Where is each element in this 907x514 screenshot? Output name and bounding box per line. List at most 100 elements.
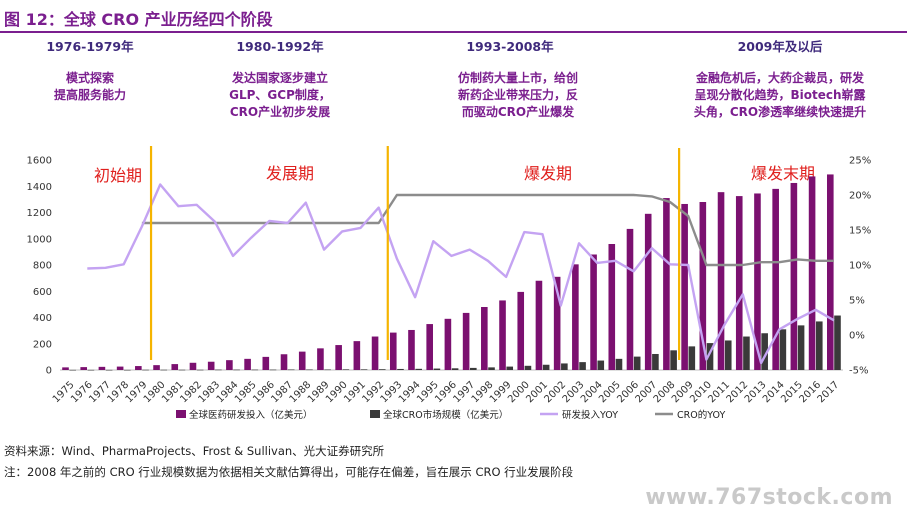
left-axis-tick-label: 400 — [33, 313, 52, 324]
rd-investment-bar — [262, 356, 270, 370]
title-underline — [0, 31, 907, 33]
rd-investment-bar — [808, 176, 816, 370]
rd-investment-bar — [135, 366, 142, 370]
rd-investment-bar — [153, 365, 160, 370]
phase-4-desc-line-2: 呈现分散化趋势，Biotech崭露 — [694, 87, 866, 102]
phase-2-desc-line-2: GLP、GCP制度， — [229, 87, 331, 102]
cro-market-bar — [524, 365, 532, 370]
rd-investment-bar — [116, 366, 124, 370]
right-axis-tick-label: 10% — [849, 261, 871, 272]
rd-investment-bar — [772, 188, 779, 370]
cro-market-bar — [378, 369, 386, 370]
rd-investment-bar — [353, 341, 361, 370]
rd-investment-bar — [62, 367, 69, 370]
cro-market-bar — [451, 368, 459, 370]
right-axis-tick-label: 0% — [849, 331, 865, 342]
phase-3-years: 1993-2008年 — [466, 39, 554, 54]
footnote: 注：2008 年之前的 CRO 行业规模数据为依据相关文献估算得出，可能存在偏差… — [4, 465, 574, 479]
cro-market-bar — [561, 363, 568, 370]
rd-investment-bar — [444, 318, 452, 370]
right-axis-tick-label: 15% — [849, 226, 871, 237]
phase-1-years: 1976-1979年 — [46, 39, 134, 54]
rd-yoy-line — [87, 183, 835, 365]
rd-investment-bar — [280, 354, 288, 370]
rd-investment-bar — [535, 280, 543, 370]
rd-investment-bar — [189, 362, 197, 370]
left-axis-tick-label: 800 — [33, 261, 52, 272]
cro-market-bar — [69, 369, 77, 371]
cro-market-bar — [652, 353, 659, 370]
cro-market-bar — [779, 329, 787, 370]
cro-market-bar — [506, 366, 514, 370]
rd-investment-bar — [553, 276, 561, 370]
source-note: 资料来源：Wind、PharmaProjects、Frost & Sulliva… — [4, 444, 385, 458]
rd-investment-bar — [681, 203, 688, 370]
cro-market-bar — [834, 315, 841, 370]
legend-label: CRO的YOY — [677, 409, 725, 421]
cro-stages-chart: 1976-1979年 模式探索 提高服务能力 1980-1992年 发达国家逐步… — [27, 39, 872, 421]
phase-4-desc-line-1: 金融危机后，大药企裁员，研发 — [695, 70, 865, 85]
cro-market-bar — [433, 368, 441, 370]
left-axis-tick-label: 1200 — [27, 208, 52, 219]
cro-market-bar — [233, 369, 240, 371]
rd-investment-bar — [389, 332, 397, 370]
stage-label-development: 发展期 — [266, 164, 314, 183]
figure-title: 图 12：全球 CRO 产业历经四个阶段 — [4, 10, 273, 29]
phase-2-desc-line-1: 发达国家逐步建立 — [231, 70, 328, 85]
cro-market-bar — [196, 369, 204, 371]
rd-investment-bar — [481, 307, 488, 370]
legend: 全球医药研发投入（亿美元） 全球CRO市场规模（亿美元） 研发投入YOY CRO的YO… — [176, 409, 725, 421]
phase-2-years: 1980-1992年 — [236, 39, 324, 54]
rd-investment-bar — [226, 360, 233, 370]
stage-label-late-boom: 爆发末期 — [751, 164, 815, 183]
left-axis-tick-label: 0 — [46, 366, 52, 377]
cro-market-bar — [306, 369, 313, 371]
cro-market-bar — [124, 369, 131, 371]
cro-market-bar — [633, 356, 641, 370]
rd-investment-bar — [735, 196, 743, 370]
phase-4-desc-line-3: 头角，CRO渗透率继续快速提升 — [694, 104, 866, 119]
rd-investment-bar — [663, 198, 670, 370]
x-axis-tick-label: 2017 — [816, 379, 842, 405]
left-axis-tick-label: 1400 — [27, 182, 52, 193]
phase-2-desc-line-3: CRO产业初步发展 — [230, 104, 330, 119]
cro-market-bar — [470, 367, 477, 370]
cro-market-bar — [269, 369, 277, 371]
phase-4-years: 2009年及以后 — [738, 39, 823, 54]
cro-market-bar — [815, 321, 823, 370]
cro-market-bar — [706, 343, 714, 370]
cro-market-bar — [743, 336, 750, 370]
cro-market-bar — [615, 358, 623, 370]
rd-investment-bar — [80, 367, 88, 370]
rd-investment-bar — [408, 329, 415, 370]
cro-market-bar — [724, 340, 732, 370]
phase-1-desc-line-1: 模式探索 — [66, 70, 114, 85]
rd-investment-bar — [644, 213, 652, 370]
cro-market-bar — [542, 364, 550, 370]
right-axis-tick-label: 25% — [849, 156, 871, 167]
cro-market-bar — [688, 346, 696, 370]
rd-investment-bar — [517, 291, 525, 370]
legend-swatch — [370, 410, 380, 418]
rd-investment-bar — [462, 312, 470, 370]
cro-market-bar — [142, 369, 149, 371]
cro-market-bar — [597, 360, 605, 370]
legend-label: 全球CRO市场规模（亿美元） — [383, 409, 508, 421]
rd-investment-bar — [298, 351, 306, 370]
left-axis-tick-label: 200 — [33, 339, 52, 350]
phase-1-desc-line-2: 提高服务能力 — [54, 87, 126, 102]
rd-investment-bar — [207, 361, 215, 370]
cro-yoy-line — [141, 193, 834, 267]
right-axis-tick-label: 20% — [849, 191, 871, 202]
cro-market-bar — [797, 325, 805, 370]
rd-investment-bar — [608, 244, 616, 370]
phase-3-desc-line-2: 新药企业带来压力，反 — [458, 87, 578, 102]
phase-headers: 1976-1979年 模式探索 提高服务能力 1980-1992年 发达国家逐步… — [46, 39, 866, 119]
rd-investment-bar — [572, 264, 579, 370]
cro-market-bar — [397, 368, 404, 370]
rd-investment-bar — [699, 202, 707, 370]
legend-label: 全球医药研发投入（亿美元） — [189, 409, 313, 421]
cro-market-bar — [342, 369, 350, 370]
rd-investment-bar — [171, 364, 179, 370]
yoy-lines — [87, 183, 835, 365]
